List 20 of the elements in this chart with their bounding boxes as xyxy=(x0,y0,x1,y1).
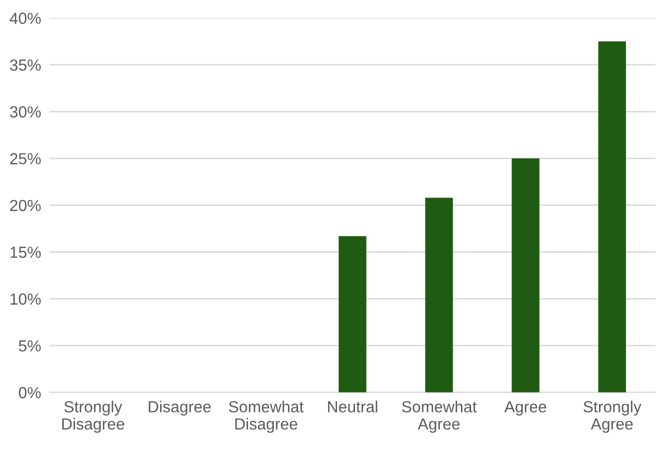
x-tick-label: Somewhat Agree xyxy=(402,400,477,433)
x-tick-label: Neutral xyxy=(328,400,378,412)
bar xyxy=(598,41,626,392)
x-tick-label: Strongly Agree xyxy=(584,400,642,433)
y-tick-label: 35% xyxy=(10,59,41,71)
y-tick-label: 25% xyxy=(10,153,41,164)
y-tick-label: 5% xyxy=(18,340,41,352)
y-tick-label: 10% xyxy=(10,293,41,305)
y-tick-label: 20% xyxy=(10,200,41,212)
x-tick-label: Disagree xyxy=(148,400,211,416)
bar xyxy=(425,198,453,392)
bar xyxy=(338,236,366,392)
x-tick-label: Strongly Disagree xyxy=(62,400,124,433)
y-tick-label: 15% xyxy=(10,246,41,258)
y-tick-label: 40% xyxy=(10,12,41,24)
bar xyxy=(512,158,540,392)
x-tick-label: Somewhat Disagree xyxy=(228,400,304,433)
y-tick-label: 30% xyxy=(10,106,41,118)
y-tick-label: 0% xyxy=(18,387,41,398)
x-tick-label: Agree xyxy=(504,401,546,416)
